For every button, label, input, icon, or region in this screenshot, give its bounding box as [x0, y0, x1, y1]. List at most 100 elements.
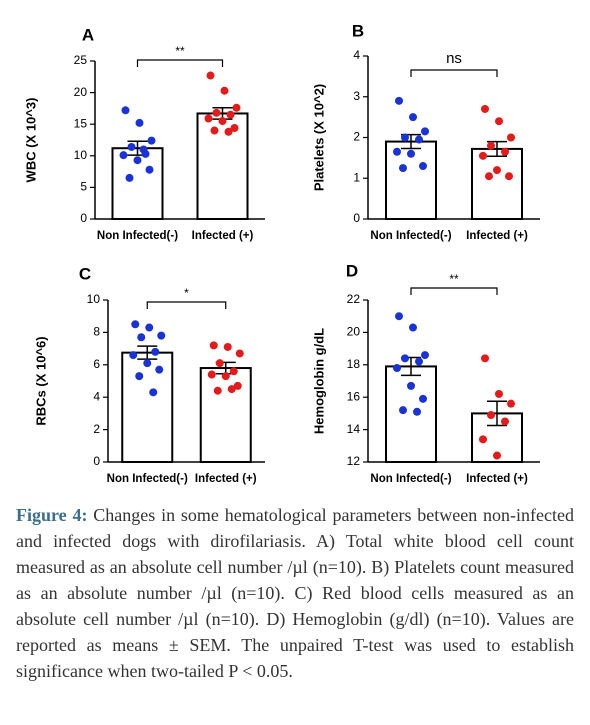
data-point [487, 411, 495, 420]
y-tick-label: 3 [353, 89, 360, 103]
data-point [119, 151, 128, 160]
data-point [235, 349, 244, 358]
significance-bracket [146, 301, 227, 309]
data-point [209, 341, 218, 350]
y-tick-label: 2 [353, 130, 360, 144]
significance-label: * [184, 286, 189, 300]
data-point [481, 354, 489, 363]
data-point [137, 333, 146, 342]
y-tick-label: 1 [353, 170, 360, 184]
data-point [210, 126, 219, 135]
y-tick-label: 10 [74, 148, 88, 162]
data-point [145, 323, 154, 332]
data-point [399, 164, 407, 173]
panel-label: D [346, 261, 358, 280]
data-point [505, 172, 513, 181]
data-point [145, 165, 154, 174]
data-point [139, 145, 148, 154]
data-point [129, 351, 138, 360]
data-point [501, 147, 509, 156]
data-point [487, 141, 495, 150]
y-tick-label: 22 [347, 292, 361, 306]
data-point [479, 151, 487, 160]
data-point [135, 372, 144, 381]
y-tick-label: 20 [347, 325, 361, 339]
caption: Figure 4: Changes in some hematological … [16, 502, 574, 684]
data-point [224, 127, 233, 136]
bar [196, 112, 249, 220]
data-point [147, 136, 156, 145]
x-tick-label: Infected (+) [192, 230, 254, 242]
caption-text: Changes in some hematological parameters… [16, 505, 575, 681]
panel-label: A [82, 25, 94, 44]
y-axis-label: WBC (X 10^3) [23, 98, 38, 183]
data-point [479, 435, 487, 444]
data-point [401, 354, 409, 363]
data-point [223, 342, 232, 351]
data-point [233, 381, 242, 390]
error-bar [487, 140, 507, 157]
bar [471, 147, 523, 220]
data-point [409, 323, 417, 332]
x-tick-label: Infected (+) [466, 230, 528, 242]
data-point [419, 394, 427, 403]
data-point [213, 386, 222, 395]
x-tick-label: Non Infected(-) [107, 473, 188, 485]
significance-bracket [410, 287, 498, 295]
x-tick-label: Infected (+) [466, 473, 528, 485]
data-point [155, 365, 164, 374]
data-point [207, 370, 216, 379]
y-tick-label: 10 [87, 292, 101, 306]
data-point [495, 117, 503, 126]
y-axis-label: Hemoglobin g/dL [311, 328, 326, 434]
data-point [226, 110, 235, 119]
panel-label: B [352, 21, 364, 40]
panel-label: C [79, 264, 91, 283]
y-tick-label: 4 [93, 389, 100, 403]
y-tick-label: 16 [347, 389, 361, 403]
data-point [493, 166, 501, 175]
data-point [501, 417, 509, 426]
data-point [413, 407, 421, 416]
data-point [421, 127, 429, 136]
bar [121, 351, 174, 463]
y-tick-label: 6 [93, 357, 100, 371]
data-point [151, 347, 160, 356]
y-tick-label: 0 [93, 454, 100, 468]
data-point [218, 117, 227, 126]
y-tick-label: 18 [347, 357, 361, 371]
data-point [221, 372, 230, 381]
data-point [229, 367, 238, 376]
significance-label: ** [175, 44, 185, 58]
data-point [157, 331, 166, 340]
data-point [212, 108, 221, 117]
data-point [481, 104, 489, 113]
data-point [204, 114, 213, 123]
data-point [121, 106, 130, 115]
data-point [127, 142, 136, 151]
data-point [232, 103, 241, 112]
data-point [415, 357, 423, 366]
significance-label: ** [449, 272, 459, 286]
error-bar [137, 345, 158, 360]
y-tick-label: 4 [353, 48, 360, 62]
data-point [409, 113, 417, 122]
data-point [507, 133, 515, 142]
y-tick-label: 0 [80, 211, 87, 225]
y-tick-label: 25 [74, 53, 88, 67]
data-point [230, 123, 239, 132]
error-bar [487, 400, 507, 427]
x-tick-label: Non Infected(-) [370, 230, 451, 242]
data-point [395, 96, 403, 105]
data-point [421, 351, 429, 360]
bar [199, 367, 252, 464]
y-tick-label: 12 [347, 454, 361, 468]
data-point [131, 320, 140, 329]
bar [385, 365, 437, 464]
y-tick-label: 8 [93, 325, 100, 339]
data-point [393, 364, 401, 373]
data-point [206, 71, 215, 80]
data-point [395, 312, 403, 321]
